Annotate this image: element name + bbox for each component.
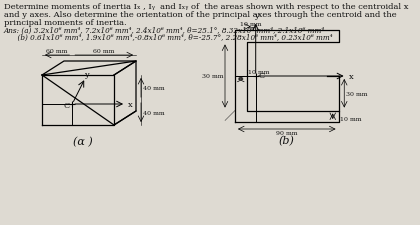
Text: x: x	[349, 73, 354, 81]
Text: 90 mm: 90 mm	[276, 130, 297, 135]
Text: and y axes. Also determine the orientation of the principal axes through the cen: and y axes. Also determine the orientati…	[4, 11, 396, 19]
Text: C: C	[63, 101, 70, 110]
Text: (α ): (α )	[73, 136, 93, 147]
Text: 10 mm: 10 mm	[248, 70, 269, 75]
Text: Determine moments of inertia Iₓ , Iᵧ  and Iₓᵧ of  the areas shown with respect t: Determine moments of inertia Iₓ , Iᵧ and…	[4, 3, 409, 11]
Text: (b): (b)	[279, 135, 295, 146]
Text: Ans: (a) 3.2x10⁶ mm⁴, 7.2x10⁶ mm⁴, 2.4x10⁶ mm⁴, θ=25.1°, 8.32x10⁶ mm⁴, 2.1x10⁶ m: Ans: (a) 3.2x10⁶ mm⁴, 7.2x10⁶ mm⁴, 2.4x1…	[4, 27, 325, 35]
Text: 10 mm: 10 mm	[240, 21, 262, 26]
Text: 10 mm: 10 mm	[340, 117, 361, 122]
Text: 60 mm: 60 mm	[93, 49, 115, 54]
Text: 60 mm: 60 mm	[47, 49, 68, 54]
Text: y: y	[254, 11, 258, 19]
Text: x: x	[128, 101, 133, 108]
Text: 40 mm: 40 mm	[143, 110, 165, 115]
Text: 30 mm: 30 mm	[346, 91, 368, 96]
Text: (b) 0.61x10⁶ mm⁴, 1.9x10⁶ mm⁴,-0.8x10⁶ mm⁴, θ=-25.7°, 2.28x10⁶ mm⁴, 0.23x10⁶ mm⁴: (b) 0.61x10⁶ mm⁴, 1.9x10⁶ mm⁴,-0.8x10⁶ m…	[4, 34, 333, 42]
Text: 40 mm: 40 mm	[143, 86, 165, 91]
Text: principal moments of inertia.: principal moments of inertia.	[4, 19, 126, 27]
Text: y: y	[84, 70, 89, 78]
Text: 30 mm: 30 mm	[202, 74, 223, 79]
Text: C: C	[259, 72, 265, 80]
